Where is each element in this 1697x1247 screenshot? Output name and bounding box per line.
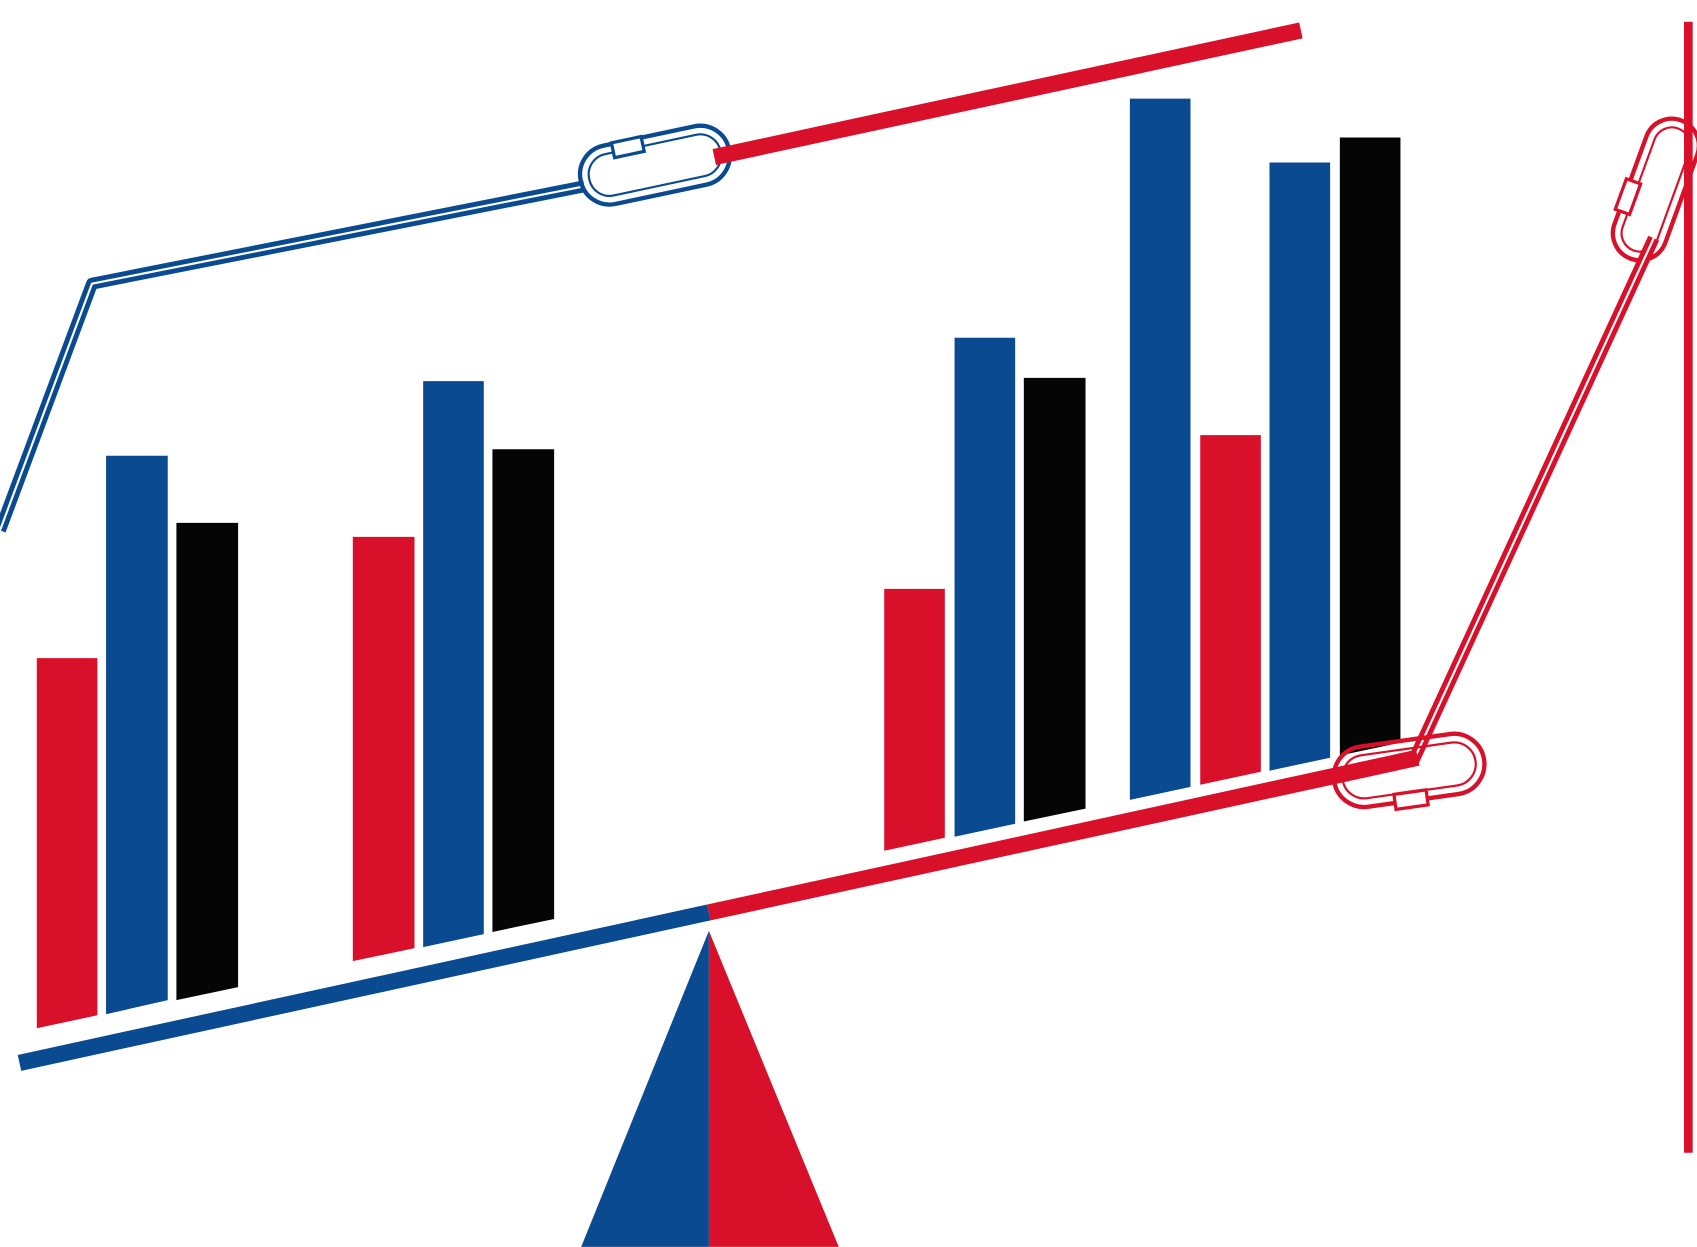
red-carabiner-bottom — [1331, 731, 1487, 812]
bar — [106, 455, 168, 1015]
red-carabiner-top — [1610, 116, 1697, 263]
bar — [1269, 162, 1331, 771]
bar — [36, 658, 98, 1029]
carabiner-gate — [1613, 176, 1643, 217]
blue-rope-highlight — [0, 185, 585, 531]
bars — [36, 98, 1401, 1029]
red-rope — [712, 22, 1303, 165]
red-diagonal-highlight — [1411, 237, 1655, 764]
bar — [352, 536, 415, 962]
bar — [423, 381, 484, 948]
beam-right — [707, 749, 1420, 921]
fulcrum-left — [581, 930, 709, 1247]
bar — [884, 588, 945, 851]
bar — [492, 449, 555, 932]
bar — [1339, 137, 1401, 756]
bar — [1200, 435, 1261, 785]
bar — [954, 337, 1016, 837]
bar — [176, 522, 239, 1001]
carabiner-gate — [609, 134, 647, 160]
beam-left — [17, 904, 711, 1071]
bar — [1129, 98, 1191, 800]
carabiner-gate — [1392, 788, 1430, 812]
bar — [1023, 377, 1086, 822]
